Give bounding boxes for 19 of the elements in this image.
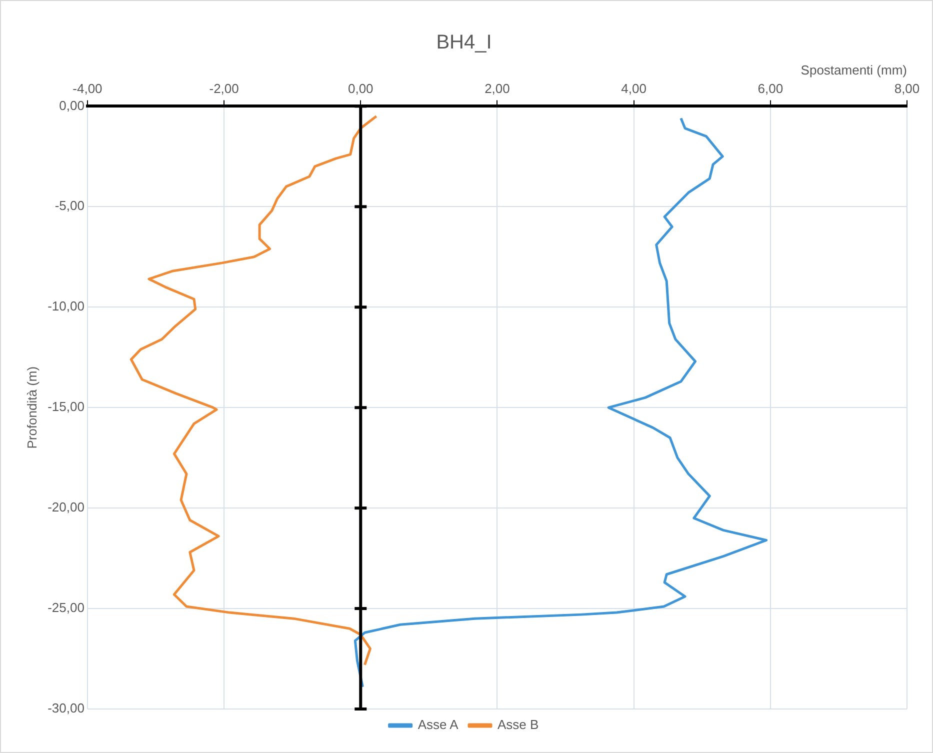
legend-label: Asse B — [498, 717, 539, 732]
y-tick-label: -10,00 — [48, 298, 84, 314]
y-tick-label: -25,00 — [48, 600, 84, 616]
y-tick-label: -30,00 — [48, 700, 84, 716]
x-tick-label: 4,00 — [621, 80, 646, 96]
y-axis-title: Profondità (m) — [24, 366, 40, 449]
x-tick-label: 6,00 — [758, 80, 784, 96]
x-tick-label: -4,00 — [72, 80, 102, 96]
x-tick-label: 8,00 — [894, 80, 920, 96]
legend-label: Asse A — [418, 717, 459, 732]
x-tick-label: -2,00 — [209, 80, 239, 96]
x-tick-label: 0,00 — [348, 80, 374, 96]
y-tick-label: -15,00 — [48, 399, 84, 414]
y-tick-label: -5,00 — [54, 198, 84, 214]
x-axis-title: Spostamenti (mm) — [800, 62, 907, 78]
x-tick-label: 2,00 — [484, 80, 510, 96]
y-tick-label: -20,00 — [48, 500, 84, 515]
y-tick-label: 0,00 — [59, 98, 84, 113]
chart-title: BH4_I — [436, 32, 492, 54]
